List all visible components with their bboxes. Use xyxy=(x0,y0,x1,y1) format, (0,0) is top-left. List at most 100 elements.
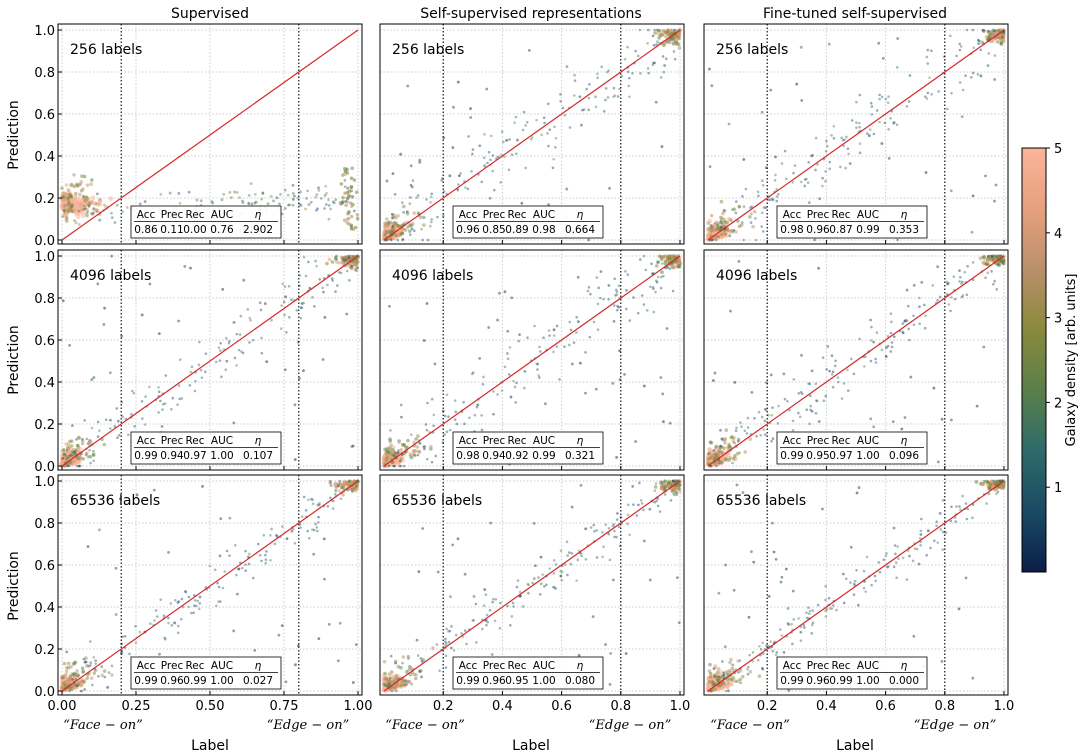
scatter-point xyxy=(830,354,834,357)
metrics-header: Rec xyxy=(831,660,850,672)
scatter-point xyxy=(195,198,199,202)
scatter-point xyxy=(298,377,301,380)
scatter-point xyxy=(444,640,447,644)
scatter-point xyxy=(613,529,616,533)
scatter-point xyxy=(81,669,86,674)
scatter-point xyxy=(652,310,656,314)
scatter-point xyxy=(164,637,167,641)
scatter-point xyxy=(546,132,549,135)
scatter-point xyxy=(718,675,723,680)
scatter-point xyxy=(626,513,630,517)
scatter-point xyxy=(523,386,526,390)
scatter-point xyxy=(907,304,910,308)
scatter-point xyxy=(247,201,251,205)
scatter-point xyxy=(216,581,219,585)
scatter-point xyxy=(70,439,74,444)
scatter-point xyxy=(732,588,736,592)
scatter-point xyxy=(935,524,938,527)
scatter-point xyxy=(994,183,998,187)
scatter-point xyxy=(339,497,343,501)
scatter-point xyxy=(795,82,799,86)
scatter-point xyxy=(909,375,913,379)
scatter-point xyxy=(201,484,204,488)
panel-row-label: 4096 labels xyxy=(70,268,151,284)
scatter-point xyxy=(835,608,838,612)
scatter-point xyxy=(400,442,405,447)
scatter-point xyxy=(652,287,655,291)
scatter-point xyxy=(930,49,933,53)
scatter-point xyxy=(281,525,284,528)
edge-on-label-col3: “Edge − on” xyxy=(914,718,996,733)
metrics-value: 0.96 xyxy=(806,224,830,236)
scatter-point xyxy=(527,48,531,52)
scatter-point xyxy=(215,360,218,364)
scatter-point xyxy=(81,208,85,212)
scatter-point xyxy=(722,208,726,212)
scatter-point xyxy=(454,633,458,637)
scatter-point xyxy=(347,479,351,483)
scatter-point xyxy=(197,607,201,611)
scatter-point xyxy=(950,296,953,299)
scatter-point xyxy=(724,457,728,462)
scatter-point xyxy=(418,158,422,162)
scatter-point xyxy=(232,629,236,633)
scatter-point xyxy=(885,355,888,359)
scatter-point xyxy=(210,200,214,204)
scatter-point xyxy=(61,447,66,452)
colorbar-tick-label: 3 xyxy=(1054,312,1062,327)
scatter-point xyxy=(283,188,287,192)
scatter-point xyxy=(227,341,231,345)
scatter-point xyxy=(802,624,806,627)
scatter-point xyxy=(309,200,313,204)
scatter-point xyxy=(322,276,326,280)
scatter-point xyxy=(286,193,290,197)
scatter-point xyxy=(955,54,958,58)
scatter-point xyxy=(409,224,413,228)
scatter-point xyxy=(485,87,489,91)
metrics-header: η xyxy=(255,435,262,447)
scatter-point xyxy=(355,216,360,221)
scatter-point xyxy=(180,597,184,601)
scatter-point xyxy=(726,689,730,693)
scatter-point xyxy=(219,341,223,345)
scatter-point xyxy=(338,479,342,483)
scatter-point xyxy=(83,205,87,210)
scatter-point xyxy=(958,48,962,52)
scatter-point xyxy=(344,258,347,262)
scatter-point xyxy=(162,614,166,618)
scatter-point xyxy=(880,142,884,145)
scatter-point xyxy=(337,484,340,488)
scatter-point xyxy=(92,376,96,379)
scatter-point xyxy=(260,559,263,563)
scatter-point xyxy=(170,407,173,411)
scatter-point xyxy=(389,238,393,242)
y-tick-label: 0.2 xyxy=(34,643,55,658)
scatter-point xyxy=(644,268,648,272)
scatter-point xyxy=(653,485,658,489)
scatter-point xyxy=(70,203,75,208)
scatter-point xyxy=(482,604,486,607)
column-title-supervised: Supervised xyxy=(171,6,249,22)
scatter-point xyxy=(730,208,734,211)
scatter-point xyxy=(84,195,89,199)
scatter-point xyxy=(115,407,119,410)
scatter-point xyxy=(184,590,188,594)
scatter-point xyxy=(89,640,92,643)
scatter-point xyxy=(663,493,667,496)
scatter-point xyxy=(711,379,715,382)
scatter-point xyxy=(1002,30,1006,34)
x-tick-label: 1.00 xyxy=(344,699,373,714)
scatter-point xyxy=(746,426,750,429)
scatter-point xyxy=(77,209,81,213)
scatter-point xyxy=(980,40,984,45)
scatter-point xyxy=(582,108,586,111)
scatter-point xyxy=(75,203,81,209)
scatter-point xyxy=(503,365,507,369)
scatter-point xyxy=(830,607,834,610)
y-tick-label: 1.0 xyxy=(34,475,55,490)
scatter-point xyxy=(87,664,90,668)
scatter-point xyxy=(75,669,79,673)
scatter-point xyxy=(157,332,161,336)
scatter-point xyxy=(291,527,295,531)
scatter-point xyxy=(92,459,95,463)
